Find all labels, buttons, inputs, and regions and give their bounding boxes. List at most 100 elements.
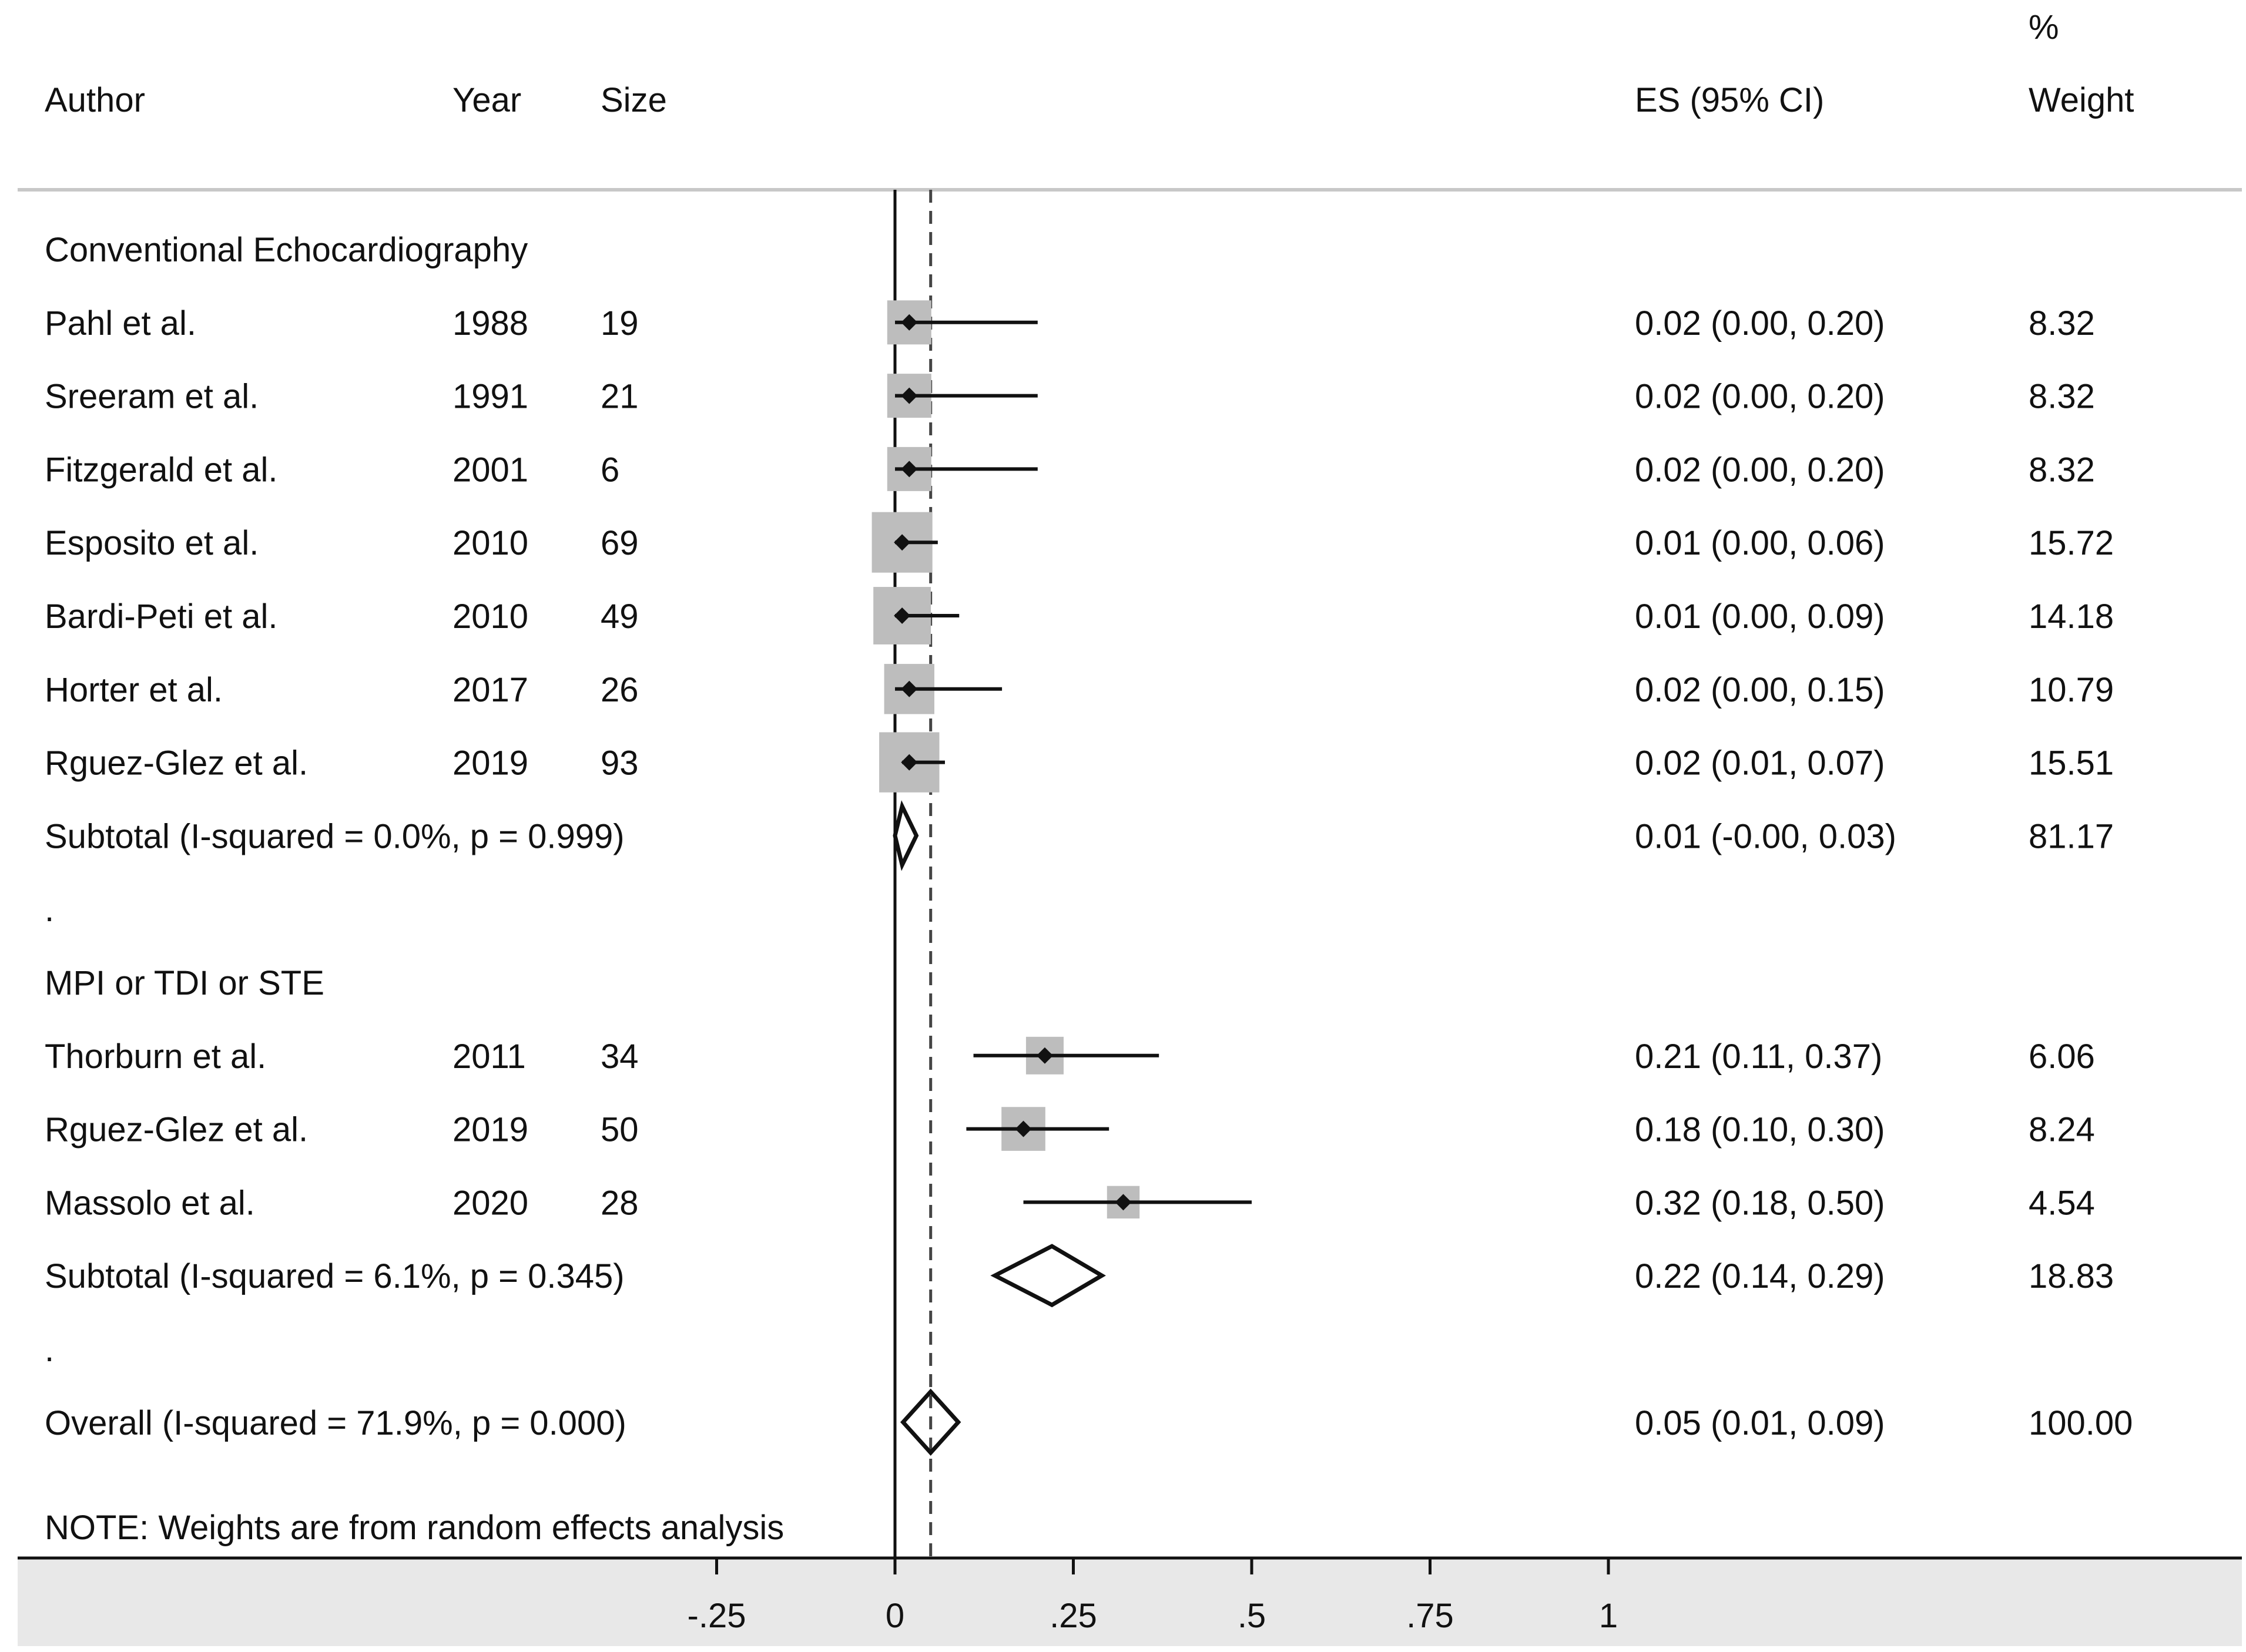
point-estimate bbox=[901, 754, 918, 771]
study-year: 2010 bbox=[452, 524, 528, 562]
weight-percent: 8.32 bbox=[2029, 378, 2095, 416]
row-group: Conventional Echocardiography bbox=[45, 231, 528, 269]
study-size: 19 bbox=[601, 304, 639, 343]
effect-size-ci: 0.02 (0.00, 0.20) bbox=[1635, 304, 1885, 343]
weight-percent: 15.51 bbox=[2029, 744, 2114, 783]
subtotal-diamond bbox=[990, 1244, 1106, 1308]
rows: Conventional Echocardiography Pahl et al.… bbox=[45, 231, 2133, 1456]
row-study: Sreeram et al. 1991 21 0.02 (0.00, 0.20) 8.3… bbox=[45, 374, 2095, 418]
effect-size-ci: 0.05 (0.01, 0.09) bbox=[1635, 1404, 1885, 1442]
effect-size-ci: 0.01 (0.00, 0.06) bbox=[1635, 524, 1885, 562]
study-author: Massolo et al. bbox=[45, 1184, 255, 1222]
study-size: 49 bbox=[601, 597, 639, 636]
row-study: Fitzgerald et al. 2001 6 0.02 (0.00, 0.20) 8… bbox=[45, 446, 2095, 491]
study-size: 69 bbox=[601, 524, 639, 562]
subtotal-label: Subtotal (I-squared = 6.1%, p = 0.345) bbox=[45, 1257, 625, 1295]
point-estimate bbox=[901, 314, 918, 331]
row-study: Massolo et al. 2020 28 0.32 (0.18, 0.50) 4.5… bbox=[45, 1184, 2095, 1222]
weight-percent: 8.32 bbox=[2029, 304, 2095, 343]
weight-percent: 14.18 bbox=[2029, 597, 2114, 636]
study-size: 93 bbox=[601, 744, 639, 783]
header-year: Year bbox=[452, 81, 521, 119]
study-author: Thorburn et al. bbox=[45, 1037, 266, 1076]
row-group: MPI or TDI or STE bbox=[45, 964, 324, 1002]
header-weight: Weight bbox=[2029, 81, 2134, 119]
study-year: 1988 bbox=[452, 304, 528, 343]
x-tick-label: -.25 bbox=[688, 1597, 746, 1635]
weight-percent: 100.00 bbox=[2029, 1404, 2133, 1442]
study-year: 2001 bbox=[452, 451, 528, 489]
study-year: 2017 bbox=[452, 671, 528, 709]
weight-percent: 8.24 bbox=[2029, 1111, 2095, 1149]
point-estimate bbox=[1015, 1120, 1032, 1137]
header-author: Author bbox=[45, 81, 145, 119]
spacer-dot: . bbox=[45, 891, 54, 929]
point-estimate bbox=[901, 680, 918, 697]
x-axis-ticks: -.25 0 .25 .5 .75 1 bbox=[688, 1558, 1618, 1635]
study-year: 2019 bbox=[452, 1111, 528, 1149]
weight-percent: 81.17 bbox=[2029, 817, 2114, 855]
point-estimate bbox=[894, 534, 911, 551]
header: Author Year Size ES (95% CI) % Weight bbox=[45, 8, 2134, 119]
study-author: Sreeram et al. bbox=[45, 378, 259, 416]
row-study: Thorburn et al. 2011 34 0.21 (0.11, 0.37) 6.… bbox=[45, 1036, 2095, 1076]
header-size: Size bbox=[601, 81, 667, 119]
point-estimate bbox=[901, 461, 918, 478]
study-size: 6 bbox=[601, 451, 619, 489]
weight-percent: 8.32 bbox=[2029, 451, 2095, 489]
overall-label: Overall (I-squared = 71.9%, p = 0.000) bbox=[45, 1404, 626, 1442]
study-year: 2010 bbox=[452, 597, 528, 636]
row-subtotal: Subtotal (I-squared = 0.0%, p = 0.999) 0.… bbox=[45, 800, 2114, 871]
x-tick-label: .25 bbox=[1050, 1597, 1097, 1635]
study-year: 2011 bbox=[452, 1037, 526, 1076]
row-study: Horter et al. 2017 26 0.02 (0.00, 0.15) 10.7… bbox=[45, 664, 2114, 714]
x-tick-label: .75 bbox=[1406, 1597, 1454, 1635]
point-estimate bbox=[1036, 1047, 1053, 1064]
reference-lines bbox=[893, 190, 933, 1558]
effect-size-ci: 0.02 (0.00, 0.20) bbox=[1635, 451, 1885, 489]
row-study: Rguez-Glez et al. 2019 50 0.18 (0.10, 0.30)… bbox=[45, 1107, 2095, 1151]
effect-size-ci: 0.02 (0.00, 0.20) bbox=[1635, 378, 1885, 416]
group-label: MPI or TDI or STE bbox=[45, 964, 324, 1002]
row-spacer: . bbox=[45, 1331, 54, 1369]
overall-diamond bbox=[900, 1388, 961, 1456]
subtotal-label: Subtotal (I-squared = 0.0%, p = 0.999) bbox=[45, 817, 625, 855]
row-study: Rguez-Glez et al. 2019 93 0.02 (0.01, 0.07)… bbox=[45, 732, 2114, 793]
x-tick-label: .5 bbox=[1238, 1597, 1266, 1635]
study-year: 1991 bbox=[452, 378, 528, 416]
study-author: Pahl et al. bbox=[45, 304, 196, 343]
spacer-dot: . bbox=[45, 1331, 54, 1369]
effect-size-ci: 0.01 (0.00, 0.09) bbox=[1635, 597, 1885, 636]
weight-percent: 10.79 bbox=[2029, 671, 2114, 709]
study-author: Fitzgerald et al. bbox=[45, 451, 278, 489]
weight-percent: 18.83 bbox=[2029, 1257, 2114, 1295]
study-size: 34 bbox=[601, 1037, 639, 1076]
study-size: 21 bbox=[601, 378, 639, 416]
row-overall: Overall (I-squared = 71.9%, p = 0.000) 0.… bbox=[45, 1388, 2133, 1456]
study-year: 2020 bbox=[452, 1184, 528, 1222]
row-study: Bardi-Peti et al. 2010 49 0.01 (0.00, 0.09)… bbox=[45, 587, 2114, 644]
row-subtotal: Subtotal (I-squared = 6.1%, p = 0.345) 0.… bbox=[45, 1244, 2114, 1308]
x-tick-label: 1 bbox=[1599, 1597, 1618, 1635]
weight-percent: 15.72 bbox=[2029, 524, 2114, 562]
study-author: Rguez-Glez et al. bbox=[45, 1111, 308, 1149]
study-author: Horter et al. bbox=[45, 671, 223, 709]
effect-size-ci: 0.02 (0.00, 0.15) bbox=[1635, 671, 1885, 709]
header-es: ES (95% CI) bbox=[1635, 81, 1824, 119]
point-estimate bbox=[901, 387, 918, 404]
x-tick-label: 0 bbox=[886, 1597, 904, 1635]
study-size: 26 bbox=[601, 671, 639, 709]
effect-size-ci: 0.18 (0.10, 0.30) bbox=[1635, 1111, 1885, 1149]
point-estimate bbox=[1115, 1194, 1132, 1211]
effect-size-ci: 0.02 (0.01, 0.07) bbox=[1635, 744, 1885, 783]
study-size: 28 bbox=[601, 1184, 639, 1222]
row-spacer: . bbox=[45, 891, 54, 929]
subtotal-diamond bbox=[893, 800, 919, 871]
effect-size-ci: 0.01 (-0.00, 0.03) bbox=[1635, 817, 1896, 855]
study-author: Rguez-Glez et al. bbox=[45, 744, 308, 783]
study-size: 50 bbox=[601, 1111, 639, 1149]
header-weight-percent: % bbox=[2029, 8, 2059, 46]
x-axis-band bbox=[18, 1558, 2242, 1646]
study-author: Bardi-Peti et al. bbox=[45, 597, 278, 636]
